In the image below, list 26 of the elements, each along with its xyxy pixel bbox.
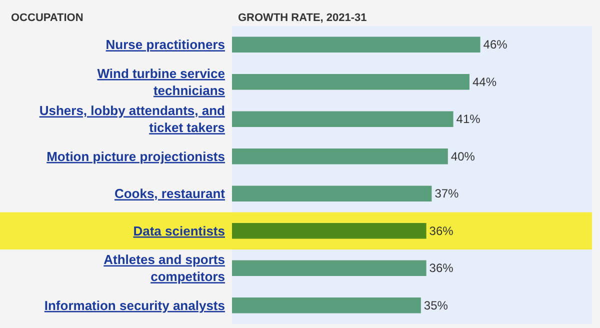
- data-label: 46%: [483, 38, 508, 52]
- y-tick-label: Ushers, lobby attendants, and ticket takers: [39, 103, 226, 136]
- y-tick-label: Cooks, restaurant: [114, 186, 226, 202]
- data-label: 44%: [472, 74, 497, 89]
- y-tick-label: Wind turbine service technicians: [97, 66, 225, 98]
- data-label: 36%: [429, 261, 454, 276]
- bar: [232, 148, 448, 164]
- data-label: 36%: [429, 224, 454, 238]
- bar: [232, 74, 470, 90]
- data-label: 37%: [434, 186, 460, 201]
- x-axis-title: GROWTH RATE, 2021-31: [238, 12, 367, 24]
- data-label: 40%: [450, 149, 476, 164]
- data-label: 41%: [456, 112, 481, 126]
- y-axis-title: OCCUPATION: [11, 12, 84, 24]
- bar: [232, 186, 432, 202]
- data-label: 35%: [424, 298, 448, 312]
- bar: [232, 111, 454, 127]
- bar: [232, 298, 421, 314]
- bar: [232, 223, 426, 239]
- y-tick-label: Information security analysts: [44, 298, 225, 313]
- y-tick-label: Motion picture projectionists: [46, 148, 225, 164]
- y-tick-label: Nurse practitioners: [106, 37, 225, 52]
- bar: [232, 36, 480, 52]
- y-tick-label: Athletes and sports competitors: [104, 252, 225, 284]
- y-tick-label: Data scientists: [133, 223, 225, 238]
- bar: [232, 260, 426, 276]
